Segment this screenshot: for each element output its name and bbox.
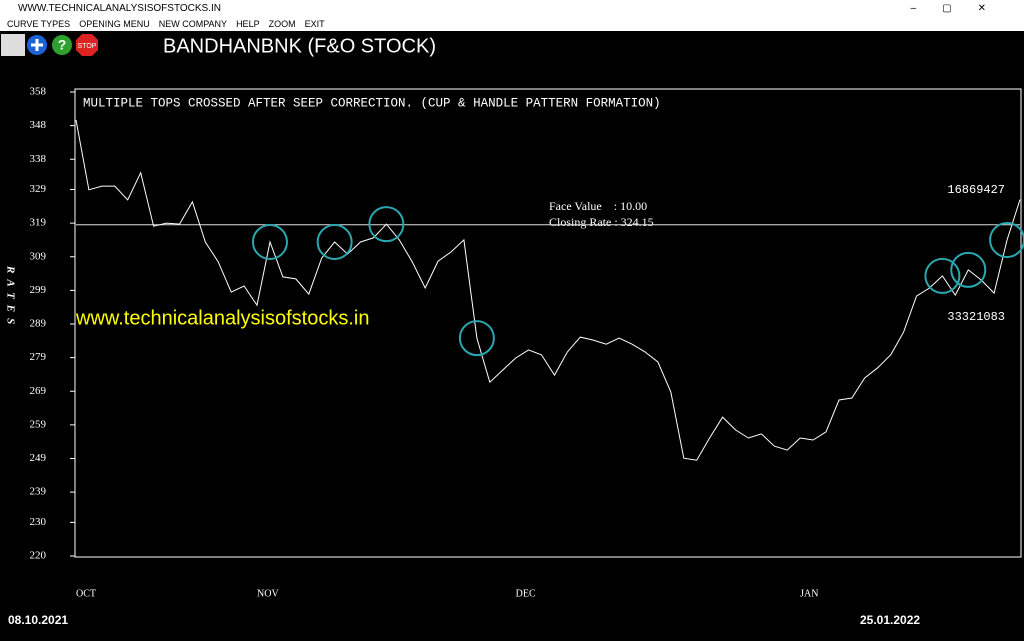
end-date: 25.01.2022 [860, 613, 920, 627]
menu-item[interactable]: NEW COMPANY [158, 19, 228, 29]
title-bar: WWW.TECHNICALANALYSISOFSTOCKS.IN –▢✕ [0, 0, 1024, 17]
month-label: OCT [76, 588, 96, 599]
add-glyph [31, 39, 43, 51]
highlight-circle [950, 251, 987, 288]
y-tick-label: 279 [30, 351, 47, 363]
help-icon[interactable] [52, 35, 72, 55]
y-tick-label: 348 [30, 119, 47, 131]
y-tick-label: 220 [30, 550, 47, 562]
window-controls[interactable]: –▢✕ [910, 3, 1012, 14]
y-tick-label: 230 [30, 516, 47, 528]
y-tick-label: 338 [30, 153, 47, 165]
month-label: JAN [800, 588, 818, 599]
y-tick-label: 249 [30, 452, 47, 464]
highlight-circle [368, 206, 405, 243]
y-tick-label: 329 [30, 183, 47, 195]
volume-low: 33321083 [947, 310, 1005, 324]
menu-bar: CURVE TYPES OPENING MENU NEW COMPANY HELP ZO… [0, 17, 1024, 31]
y-tick-label: 289 [30, 318, 47, 330]
stop-glyph: STOP [78, 43, 97, 50]
y-tick-label: 259 [30, 418, 47, 430]
highlight-circle [458, 320, 495, 357]
volume-high: 16869427 [947, 183, 1005, 197]
start-date: 08.10.2021 [8, 613, 68, 627]
highlight-circle [251, 223, 288, 260]
highlight-circle [316, 223, 353, 260]
closing-rate: Closing Rate : 324.15 [549, 215, 654, 229]
watermark: www.technicalanalysisofstocks.in [75, 307, 369, 329]
y-tick-label: 319 [30, 217, 47, 229]
face-value: Face Value : 10.00 [549, 199, 647, 213]
annotation: MULTIPLE TOPS CROSSED AFTER SEEP CORRECT… [83, 96, 661, 110]
book-icon[interactable] [1, 34, 25, 56]
chart-title: BANDHANBNK (F&O STOCK) [163, 35, 436, 57]
window-title: WWW.TECHNICALANALYSISOFSTOCKS.IN [18, 3, 221, 14]
y-tick-label: 299 [30, 284, 47, 296]
y-tick-label: 269 [30, 385, 47, 397]
stop-icon[interactable] [76, 34, 98, 56]
chart: ? STOP BANDHANBNK (F&O STOCK) MULTIPLE T… [1, 34, 1024, 627]
month-label: DEC [516, 588, 536, 599]
menu-item[interactable]: OPENING MENU [79, 19, 150, 29]
highlight-circle [924, 257, 961, 294]
price-line [75, 119, 1021, 461]
menu-item[interactable]: ZOOM [268, 19, 296, 29]
menu-item[interactable]: HELP [236, 19, 260, 29]
menu-item[interactable]: CURVE TYPES [7, 19, 71, 29]
y-tick-label: 358 [30, 86, 47, 98]
plot-frame [74, 88, 1022, 558]
highlight-circle [989, 221, 1024, 258]
y-tick-label: 239 [30, 486, 47, 498]
y-axis-label: RATES [4, 265, 16, 330]
y-tick-label: 309 [30, 250, 47, 262]
help-glyph: ? [58, 37, 67, 53]
menu-item[interactable]: EXIT [304, 19, 325, 29]
month-label: NOV [257, 588, 279, 599]
